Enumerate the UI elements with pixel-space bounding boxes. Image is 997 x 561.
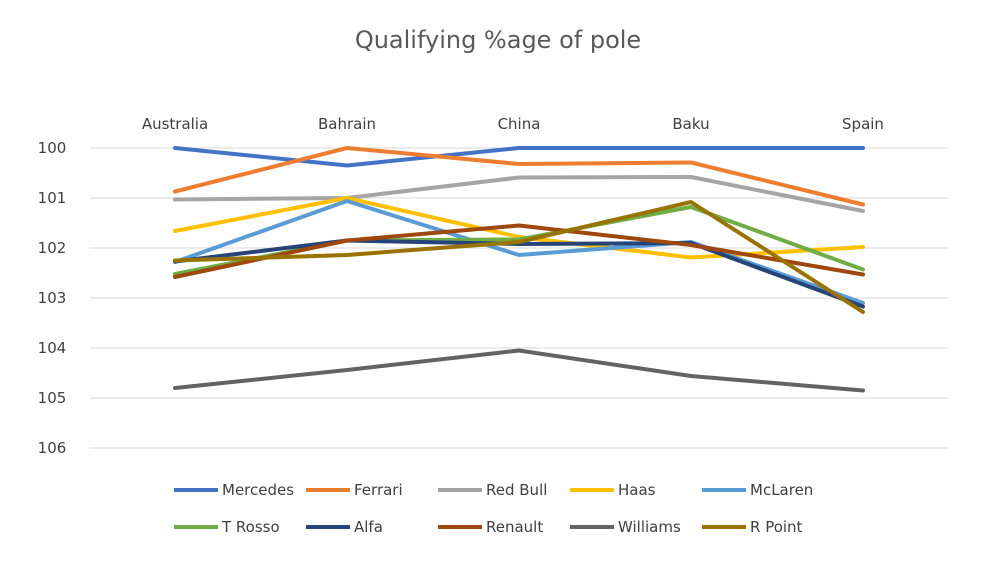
y-axis-ticks: 100 101 102 103 104 105 106 [38,139,67,457]
legend-item: McLaren [702,481,813,499]
legend-item: Williams [570,518,681,536]
series-line-red-bull [173,175,865,213]
legend-label: T Rosso [221,518,280,536]
x-tick-label: Australia [142,115,208,133]
y-tick-label: 105 [38,389,67,407]
y-tick-label: 101 [38,189,67,207]
series-line-alfa [173,238,865,309]
chart-title: Qualifying %age of pole [355,26,641,54]
series-line-r-point [173,200,865,314]
x-tick-label: China [498,115,541,133]
x-tick-label: Baku [672,115,709,133]
x-tick-label: Spain [842,115,884,133]
legend-item: Alfa [306,518,383,536]
series-line-ferrari [173,146,865,207]
legend-item: T Rosso [174,518,280,536]
legend-item: Haas [570,481,656,499]
legend-label: Haas [618,481,656,499]
series-line-williams [173,348,865,393]
series-lines [173,146,865,393]
y-tick-label: 103 [38,289,67,307]
legend-label: Williams [618,518,681,536]
legend-label: Mercedes [222,481,294,499]
legend-label: Ferrari [354,481,403,499]
series-line-renault [173,223,865,279]
y-tick-label: 104 [38,339,67,357]
legend-label: Red Bull [486,481,547,499]
legend-label: Alfa [354,518,383,536]
legend-label: McLaren [750,481,813,499]
legend-item: Red Bull [438,481,547,499]
legend-item: Mercedes [174,481,294,499]
y-tick-label: 100 [38,139,67,157]
y-tick-label: 102 [38,239,67,257]
legend: Mercedes Ferrari Red Bull Haas McLaren T Ross… [174,481,813,536]
x-tick-label: Bahrain [318,115,376,133]
y-tick-label: 106 [38,439,67,457]
legend-label: R Point [750,518,803,536]
legend-item: Renault [438,518,543,536]
legend-label: Renault [486,518,543,536]
legend-item: Ferrari [306,481,403,499]
x-axis-ticks: Australia Bahrain China Baku Spain [142,115,884,133]
legend-item: R Point [702,518,803,536]
series-line-mercedes [173,146,865,168]
